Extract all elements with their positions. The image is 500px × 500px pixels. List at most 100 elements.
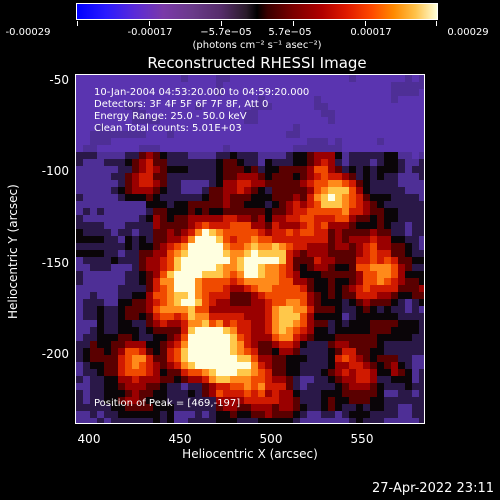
heatmap-cell (209, 411, 217, 419)
heatmap-cell (314, 250, 322, 258)
heatmap-cell (181, 229, 189, 237)
heatmap-cell (188, 201, 196, 209)
heatmap-cell (384, 180, 392, 188)
heatmap-cell (230, 355, 238, 363)
heatmap-cell (419, 250, 424, 258)
heatmap-cell (132, 110, 140, 118)
heatmap-cell (153, 397, 161, 405)
heatmap-cell (370, 215, 378, 223)
heatmap-cell (377, 320, 385, 328)
heatmap-cell (279, 229, 287, 237)
heatmap-cell (377, 383, 385, 391)
heatmap-cell (139, 271, 147, 279)
heatmap-cell (97, 138, 105, 146)
heatmap-cell (90, 96, 98, 104)
heatmap-cell (230, 82, 238, 90)
heatmap-cell (391, 96, 399, 104)
heatmap-cell (230, 236, 238, 244)
heatmap-cell (300, 208, 308, 216)
heatmap-cell (419, 355, 424, 363)
heatmap-cell (349, 131, 357, 139)
heatmap-cell (181, 124, 189, 132)
heatmap-cell (209, 138, 217, 146)
heatmap-cell (90, 145, 98, 153)
heatmap-cell (391, 369, 399, 377)
heatmap-cell (97, 292, 105, 300)
heatmap-cell (300, 187, 308, 195)
heatmap-cell (258, 418, 266, 423)
heatmap-cell (419, 145, 424, 153)
heatmap-cell (265, 110, 273, 118)
heatmap-cell (419, 180, 424, 188)
heatmap-cell (419, 390, 424, 398)
heatmap-cell (405, 390, 413, 398)
heatmap-cell (83, 222, 91, 230)
heatmap-cell (370, 285, 378, 293)
heatmap-cell (258, 243, 266, 251)
heatmap-cell (160, 145, 168, 153)
heatmap-cell (286, 159, 294, 167)
heatmap-cell (139, 397, 147, 405)
heatmap-cell (384, 159, 392, 167)
heatmap-cell (370, 348, 378, 356)
heatmap-cell (314, 159, 322, 167)
heatmap-cell (209, 404, 217, 412)
heatmap-cell (244, 397, 252, 405)
heatmap-cell (125, 355, 133, 363)
heatmap-cell (209, 362, 217, 370)
heatmap-cell (167, 173, 175, 181)
heatmap-cell (83, 327, 91, 335)
heatmap-cell (419, 131, 424, 139)
heatmap-cell (377, 411, 385, 419)
heatmap-cell (202, 369, 210, 377)
heatmap-cell (202, 250, 210, 258)
heatmap-cell (272, 75, 280, 83)
heatmap-cell (104, 243, 112, 251)
heatmap-cell (328, 89, 336, 97)
heatmap-cell (272, 376, 280, 384)
heatmap-cell (342, 376, 350, 384)
heatmap-cell (76, 222, 84, 230)
heatmap-cell (104, 397, 112, 405)
heatmap-cell (104, 250, 112, 258)
heatmap-cell (398, 313, 406, 321)
heatmap-cell (181, 390, 189, 398)
heatmap-cell (405, 180, 413, 188)
heatmap-cell (307, 215, 315, 223)
heatmap-cell (384, 369, 392, 377)
heatmap-cell (160, 187, 168, 195)
heatmap-cell (139, 187, 147, 195)
heatmap-cell (391, 257, 399, 265)
heatmap-cell (160, 166, 168, 174)
heatmap-cell (349, 173, 357, 181)
heatmap-cell (363, 306, 371, 314)
heatmap-cell (160, 222, 168, 230)
heatmap-cell (244, 145, 252, 153)
heatmap-cell (153, 369, 161, 377)
heatmap-cell (153, 243, 161, 251)
heatmap-cell (181, 383, 189, 391)
heatmap-cell (195, 208, 203, 216)
heatmap-cell (398, 306, 406, 314)
heatmap-cell (405, 229, 413, 237)
heatmap-cell (258, 362, 266, 370)
heatmap-cell (321, 173, 329, 181)
heatmap-cell (167, 117, 175, 125)
heatmap-cell (230, 404, 238, 412)
heatmap-cell (174, 243, 182, 251)
heatmap-cell (216, 341, 224, 349)
heatmap-cell (132, 250, 140, 258)
heatmap-cell (83, 110, 91, 118)
heatmap-cell (321, 320, 329, 328)
heatmap-cell (412, 250, 420, 258)
heatmap-cell (202, 320, 210, 328)
heatmap-cell (293, 145, 301, 153)
heatmap-cell (265, 404, 273, 412)
heatmap-cell (244, 390, 252, 398)
heatmap-cell (76, 334, 84, 342)
heatmap-cell (111, 320, 119, 328)
heatmap-cell (377, 243, 385, 251)
heatmap-cell (412, 208, 420, 216)
heatmap-cell (237, 103, 245, 111)
heatmap-cell (160, 355, 168, 363)
